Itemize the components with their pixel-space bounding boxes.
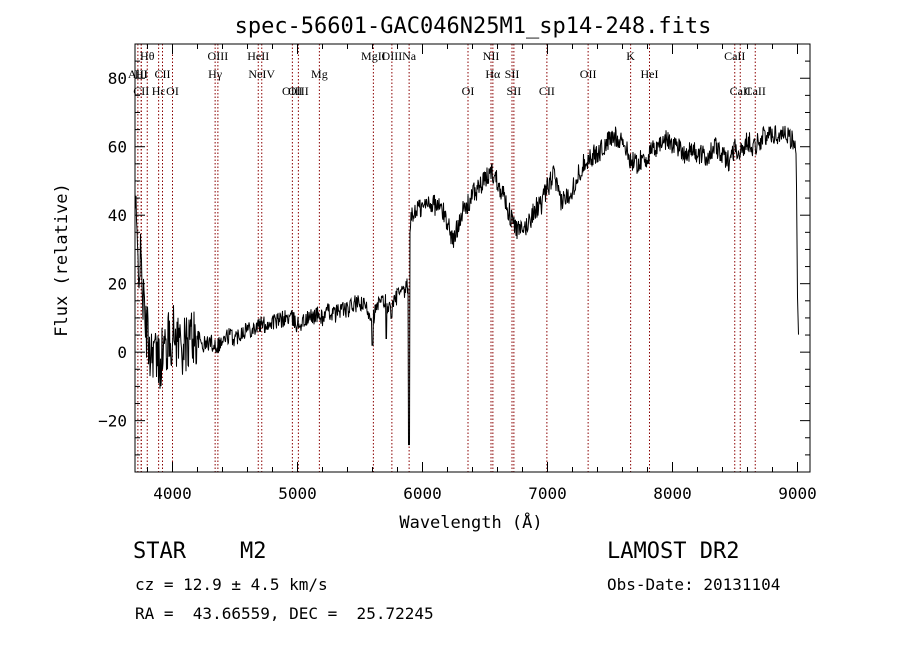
spectral-line-label: CaII	[730, 84, 751, 98]
chart-title: spec-56601-GAC046N25M1_sp14-248.fits	[235, 14, 712, 39]
spectrum-line	[134, 125, 799, 446]
y-tick-label: 40	[108, 206, 127, 225]
x-tick-label: 5000	[278, 484, 317, 503]
spectral-line-label: OI	[462, 84, 475, 98]
spectral-line-label: Na	[402, 49, 417, 63]
x-axis-label: Wavelength (Å)	[399, 511, 542, 533]
spectral-line-label: Mg	[311, 67, 328, 81]
spectral-line-label: OIII	[208, 49, 229, 63]
spectral-line-label: OII	[580, 67, 597, 81]
y-tick-label: −20	[98, 412, 127, 431]
spectral-line-label: CaII	[745, 84, 766, 98]
y-tick-label: 20	[108, 275, 127, 294]
spectral-line-label: SII	[507, 84, 522, 98]
spectral-line-label: AlII	[128, 67, 148, 81]
spectral-line-label: OIII	[282, 84, 303, 98]
spectral-line-label: NII	[483, 49, 500, 63]
spectral-line-label: Hε	[152, 84, 166, 98]
spectral-line-label: CII	[155, 67, 171, 81]
object-type: STAR	[133, 539, 186, 564]
spectral-line-label: CaII	[724, 49, 745, 63]
object-subclass: M2	[240, 539, 267, 564]
y-axis-ticks: −20 0 20 40 60 80	[98, 43, 810, 456]
spectral-line-label: Hθ	[140, 49, 155, 63]
spectral-line-label: NeIV	[248, 67, 275, 81]
spectral-line-markers	[137, 44, 756, 472]
y-tick-label: 60	[108, 138, 127, 157]
y-axis-label: Flux (relative)	[52, 183, 72, 337]
sky-coordinates: RA = 43.66559, DEC = 25.72245	[135, 604, 434, 623]
plot-frame	[134, 43, 811, 473]
y-tick-label: 0	[117, 343, 127, 362]
spectral-line-label: K	[626, 49, 635, 63]
x-tick-label: 9000	[778, 484, 817, 503]
spectral-line-label: HI	[135, 67, 148, 81]
spectral-line-label: Hα	[485, 67, 501, 81]
spectral-line-label: Hγ	[208, 67, 223, 81]
x-axis-ticks: 4000 5000 6000 7000 8000 9000	[147, 44, 817, 503]
redshift-velocity: cz = 12.9 ± 4.5 km/s	[135, 575, 328, 594]
spectral-line-label: CII	[133, 84, 149, 98]
x-tick-label: 6000	[403, 484, 442, 503]
x-tick-label: 7000	[528, 484, 567, 503]
spectral-line-label: HeII	[247, 49, 269, 63]
x-tick-label: 4000	[153, 484, 192, 503]
spectral-line-label: OIII	[288, 84, 309, 98]
spectral-line-label: OI	[166, 84, 179, 98]
x-tick-label: 8000	[653, 484, 692, 503]
y-tick-label: 80	[108, 69, 127, 88]
spectral-line-label: MgII	[361, 49, 386, 63]
spectral-line-label: SII	[505, 67, 520, 81]
survey-name: LAMOST DR2	[607, 539, 740, 564]
spectral-line-label: CII	[539, 84, 555, 98]
observation-date: Obs-Date: 20131104	[607, 575, 781, 594]
spectral-line-label: HeI	[641, 67, 659, 81]
spectral-line-label: OIII	[382, 49, 403, 63]
